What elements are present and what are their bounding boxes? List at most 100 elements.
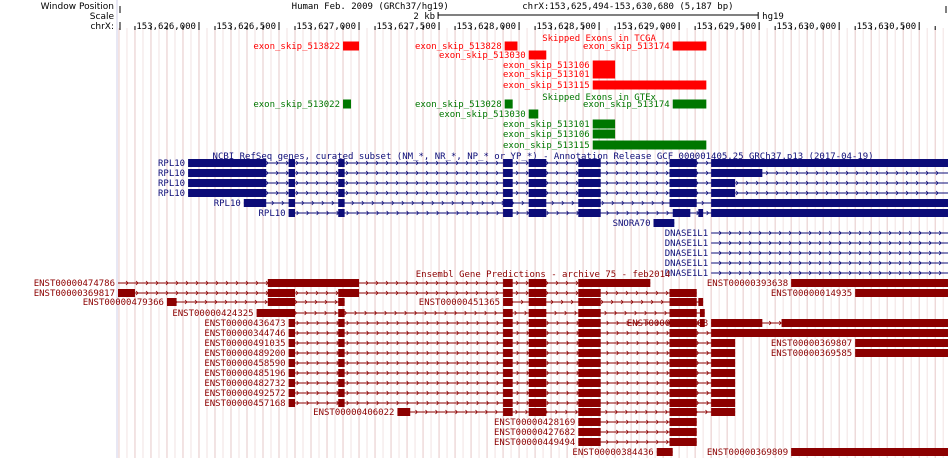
exon-block[interactable] xyxy=(578,329,601,337)
exon-block[interactable] xyxy=(288,339,296,347)
exon-block[interactable] xyxy=(528,209,547,217)
exon-block[interactable] xyxy=(711,408,736,416)
exon-block[interactable] xyxy=(711,329,948,337)
exon-block[interactable] xyxy=(672,209,691,217)
exon-block[interactable] xyxy=(592,80,707,90)
exon-block[interactable] xyxy=(503,298,513,306)
exon-block[interactable] xyxy=(338,209,345,217)
exon-block[interactable] xyxy=(188,159,267,167)
exon-block[interactable] xyxy=(711,319,763,327)
exon-block[interactable] xyxy=(288,189,296,197)
exon-block[interactable] xyxy=(855,349,948,357)
exon-block[interactable] xyxy=(669,408,697,416)
exon-block[interactable] xyxy=(503,279,513,287)
exon-block[interactable] xyxy=(528,359,547,367)
exon-block[interactable] xyxy=(528,50,547,60)
exon-block[interactable] xyxy=(338,309,345,317)
exon-block[interactable] xyxy=(338,159,345,167)
exon-block[interactable] xyxy=(256,309,296,317)
exon-block[interactable] xyxy=(267,289,296,297)
exon-block[interactable] xyxy=(656,448,673,456)
exon-block[interactable] xyxy=(711,169,763,177)
exon-block[interactable] xyxy=(503,399,513,407)
exon-block[interactable] xyxy=(669,399,697,407)
exon-block[interactable] xyxy=(578,408,601,416)
exon-block[interactable] xyxy=(528,169,547,177)
exon-block[interactable] xyxy=(503,319,513,327)
exon-block[interactable] xyxy=(711,159,948,167)
exon-block[interactable] xyxy=(578,438,601,446)
exon-block[interactable] xyxy=(528,339,547,347)
exon-block[interactable] xyxy=(288,209,296,217)
exon-block[interactable] xyxy=(711,209,948,217)
exon-block[interactable] xyxy=(699,309,705,317)
exon-block[interactable] xyxy=(243,199,267,207)
exon-block[interactable] xyxy=(711,359,736,367)
exon-block[interactable] xyxy=(504,99,513,109)
exon-block[interactable] xyxy=(188,169,267,177)
exon-block[interactable] xyxy=(188,179,267,187)
exon-block[interactable] xyxy=(503,359,513,367)
exon-block[interactable] xyxy=(528,369,547,377)
exon-block[interactable] xyxy=(653,219,675,227)
exon-block[interactable] xyxy=(855,289,948,297)
exon-block[interactable] xyxy=(669,369,697,377)
exon-block[interactable] xyxy=(528,109,539,119)
exon-block[interactable] xyxy=(578,279,651,287)
exon-block[interactable] xyxy=(338,329,345,337)
exon-block[interactable] xyxy=(578,169,601,177)
exon-block[interactable] xyxy=(669,339,697,347)
exon-block[interactable] xyxy=(669,349,697,357)
exon-block[interactable] xyxy=(503,309,513,317)
exon-block[interactable] xyxy=(592,69,616,79)
exon-block[interactable] xyxy=(528,289,547,297)
exon-block[interactable] xyxy=(288,379,296,387)
exon-block[interactable] xyxy=(672,99,707,109)
exon-block[interactable] xyxy=(711,399,736,407)
exon-block[interactable] xyxy=(711,369,736,377)
exon-block[interactable] xyxy=(288,199,296,207)
exon-block[interactable] xyxy=(669,418,697,426)
exon-block[interactable] xyxy=(578,309,601,317)
exon-block[interactable] xyxy=(528,379,547,387)
exon-block[interactable] xyxy=(503,349,513,357)
exon-block[interactable] xyxy=(698,298,704,306)
exon-block[interactable] xyxy=(669,199,697,207)
exon-block[interactable] xyxy=(711,349,736,357)
exon-block[interactable] xyxy=(503,408,513,416)
exon-block[interactable] xyxy=(503,379,513,387)
exon-block[interactable] xyxy=(288,169,296,177)
exon-block[interactable] xyxy=(669,379,697,387)
exon-block[interactable] xyxy=(338,298,345,306)
exon-block[interactable] xyxy=(288,319,296,327)
exon-block[interactable] xyxy=(288,369,296,377)
exon-block[interactable] xyxy=(669,169,697,177)
exon-block[interactable] xyxy=(669,189,697,197)
exon-block[interactable] xyxy=(528,389,547,397)
exon-block[interactable] xyxy=(503,179,513,187)
exon-block[interactable] xyxy=(267,279,360,287)
exon-block[interactable] xyxy=(672,41,707,51)
exon-block[interactable] xyxy=(528,279,547,287)
exon-block[interactable] xyxy=(578,389,601,397)
exon-block[interactable] xyxy=(528,399,547,407)
exon-block[interactable] xyxy=(397,408,411,416)
exon-block[interactable] xyxy=(578,289,601,297)
exon-block[interactable] xyxy=(503,199,513,207)
exon-block[interactable] xyxy=(578,189,601,197)
exon-block[interactable] xyxy=(578,399,601,407)
exon-block[interactable] xyxy=(338,199,345,207)
exon-block[interactable] xyxy=(699,319,705,327)
exon-block[interactable] xyxy=(528,159,547,167)
exon-block[interactable] xyxy=(578,369,601,377)
exon-block[interactable] xyxy=(503,289,513,297)
exon-block[interactable] xyxy=(338,289,360,297)
exon-block[interactable] xyxy=(669,329,697,337)
exon-block[interactable] xyxy=(338,369,345,377)
exon-block[interactable] xyxy=(669,319,697,327)
exon-block[interactable] xyxy=(288,329,296,337)
exon-block[interactable] xyxy=(711,189,736,197)
exon-block[interactable] xyxy=(338,179,345,187)
exon-block[interactable] xyxy=(669,309,697,317)
exon-block[interactable] xyxy=(503,159,513,167)
